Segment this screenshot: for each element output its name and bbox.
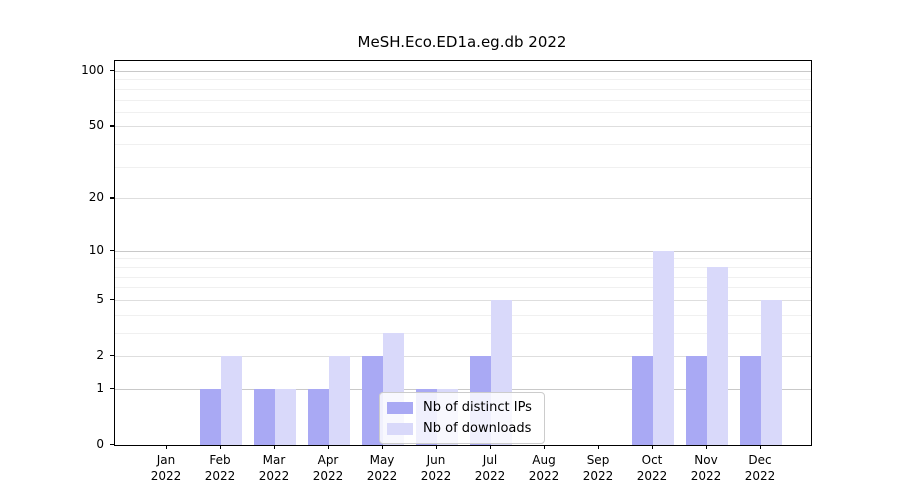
y-tick-label-10: 10	[88, 242, 104, 257]
x-tick-label-jun: Jun 2022	[420, 453, 452, 483]
y-tick-mark-1	[110, 387, 114, 390]
bar-nb-of-distinct-ips-nov	[686, 356, 707, 445]
x-tick-mark-may	[382, 445, 384, 449]
x-tick-label-oct: Oct 2022	[636, 453, 668, 483]
bar-nb-of-distinct-ips-feb	[200, 388, 221, 445]
legend-label-distinct-ips: Nb of distinct IPs	[423, 400, 532, 415]
gridline-y-70	[115, 99, 811, 101]
y-tick-mark-100	[110, 70, 114, 72]
x-tick-mark-oct	[652, 445, 654, 449]
bar-nb-of-distinct-ips-may	[362, 356, 383, 445]
gridline-y-3	[115, 332, 811, 334]
plot-area: Nb of distinct IPs Nb of downloads	[114, 60, 812, 446]
gridline-y-5	[115, 299, 811, 301]
y-tick-label-50: 50	[88, 118, 104, 133]
gridline-y-1	[115, 388, 811, 390]
x-tick-mark-dec	[760, 445, 762, 449]
y-tick-mark-20	[110, 197, 114, 199]
gridline-y-40	[115, 144, 811, 146]
x-tick-mark-sep	[598, 445, 600, 449]
x-tick-label-feb: Feb 2022	[204, 453, 236, 483]
legend-item-downloads: Nb of downloads	[387, 421, 532, 436]
legend-swatch-distinct-ips	[387, 401, 413, 414]
y-tick-label-5: 5	[96, 291, 104, 306]
legend-swatch-downloads	[387, 422, 413, 435]
gridline-y-80	[115, 88, 811, 90]
gridline-y-90	[115, 79, 811, 81]
x-tick-label-jul: Jul 2022	[474, 453, 506, 483]
gridline-y-20	[115, 198, 811, 200]
gridline-y-7	[115, 276, 811, 278]
gridline-y-60	[115, 111, 811, 113]
y-tick-label-2: 2	[96, 348, 104, 362]
bar-nb-of-distinct-ips-oct	[632, 356, 653, 445]
y-tick-mark-10	[110, 249, 114, 251]
x-tick-label-may: May 2022	[366, 453, 398, 483]
bar-nb-of-downloads-nov	[707, 266, 728, 445]
x-tick-label-apr: Apr 2022	[312, 453, 344, 483]
bar-nb-of-distinct-ips-mar	[254, 388, 275, 445]
gridline-y-30	[115, 166, 811, 168]
x-tick-label-mar: Mar 2022	[258, 453, 290, 483]
x-tick-mark-mar	[274, 445, 276, 449]
gridline-y-4	[115, 314, 811, 316]
x-tick-label-jan: Jan 2022	[150, 453, 182, 483]
gridline-y-6	[115, 287, 811, 289]
bar-nb-of-downloads-feb	[221, 356, 242, 445]
legend-label-downloads: Nb of downloads	[423, 421, 532, 436]
legend-item-distinct-ips: Nb of distinct IPs	[387, 400, 532, 415]
gridline-y-8	[115, 266, 811, 268]
bar-nb-of-downloads-dec	[761, 299, 782, 445]
bar-nb-of-distinct-ips-dec	[740, 356, 761, 445]
gridline-y-2	[115, 356, 811, 357]
y-tick-mark-2	[110, 355, 114, 357]
chart-title: MeSH.Eco.ED1a.eg.db 2022	[357, 33, 567, 51]
bar-nb-of-downloads-oct	[653, 250, 674, 445]
legend: Nb of distinct IPs Nb of downloads	[379, 392, 545, 444]
bar-nb-of-downloads-mar	[275, 388, 296, 445]
gridline-y-9	[115, 258, 811, 260]
x-tick-label-dec: Dec 2022	[744, 453, 776, 483]
y-tick-label-0: 0	[96, 437, 104, 451]
x-tick-mark-nov	[706, 445, 708, 449]
x-tick-label-nov: Nov 2022	[690, 453, 722, 483]
y-tick-label-1: 1	[96, 380, 104, 395]
y-tick-label-20: 20	[88, 190, 104, 205]
x-tick-mark-jan	[166, 445, 168, 449]
gridline-y-10	[115, 250, 811, 252]
y-tick-mark-5	[110, 298, 114, 301]
y-tick-mark-50	[110, 125, 114, 127]
y-tick-label-100: 100	[81, 63, 104, 77]
gridline-y-50	[115, 126, 811, 128]
x-tick-label-aug: Aug 2022	[528, 453, 560, 483]
x-tick-mark-jul	[490, 445, 492, 449]
x-tick-mark-aug	[544, 445, 546, 449]
bar-nb-of-distinct-ips-apr	[308, 388, 329, 445]
x-tick-label-sep: Sep 2022	[582, 453, 614, 483]
gridline-y-100	[115, 71, 811, 72]
x-tick-mark-feb	[220, 445, 222, 449]
y-tick-mark-0	[110, 444, 114, 446]
x-tick-mark-jun	[436, 445, 438, 449]
bar-nb-of-downloads-apr	[329, 356, 350, 445]
x-tick-mark-apr	[328, 445, 330, 449]
